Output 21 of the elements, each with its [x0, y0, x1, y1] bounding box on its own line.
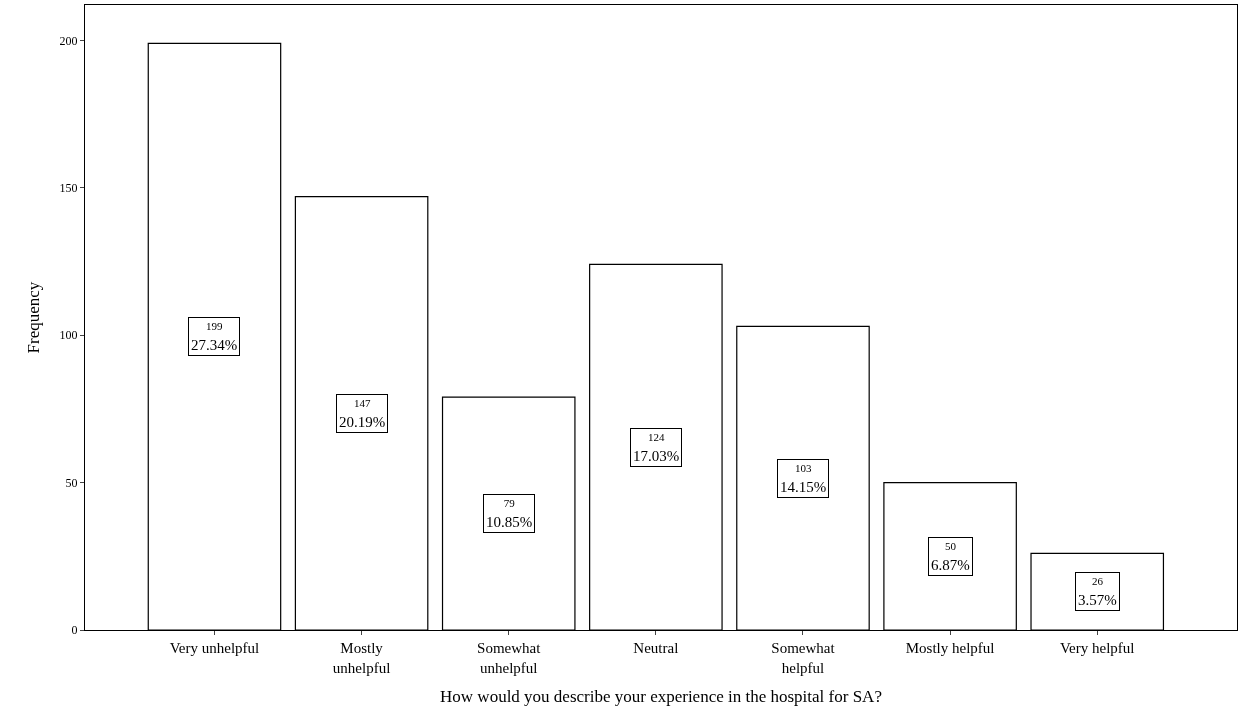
data-label: 79 10.85% — [486, 497, 533, 530]
x-tick-label: Neutral — [633, 640, 679, 656]
x-tick-label: Somewhat helpful — [771, 640, 836, 676]
x-tick-label: Mostly helpful — [905, 640, 995, 656]
x-tick-label: Very unhelpful — [169, 640, 260, 656]
x-tick-label: Somewhat unhelpful — [477, 640, 542, 676]
data-label: 199 27.34% — [191, 320, 238, 353]
x-tick-label: Very helpful — [1059, 640, 1135, 656]
x-tick-label: Mostly unhelpful — [332, 640, 391, 676]
y-tick-label: 0 — [71, 623, 78, 638]
data-label: 147 20.19% — [339, 397, 386, 430]
data-label: 26 3.57% — [1078, 575, 1117, 608]
data-label: 103 14.15% — [780, 462, 827, 495]
y-tick-label: 150 — [59, 180, 78, 195]
y-tick-label: 50 — [65, 475, 78, 490]
data-label: 124 17.03% — [633, 431, 680, 464]
x-axis-title: How would you describe your experience in the hospital for SA? — [440, 686, 882, 706]
data-label: 50 6.87% — [931, 540, 970, 573]
y-tick-label: 100 — [59, 328, 78, 343]
y-tick-label: 200 — [59, 33, 78, 48]
y-axis-title: Frequency — [24, 281, 44, 354]
